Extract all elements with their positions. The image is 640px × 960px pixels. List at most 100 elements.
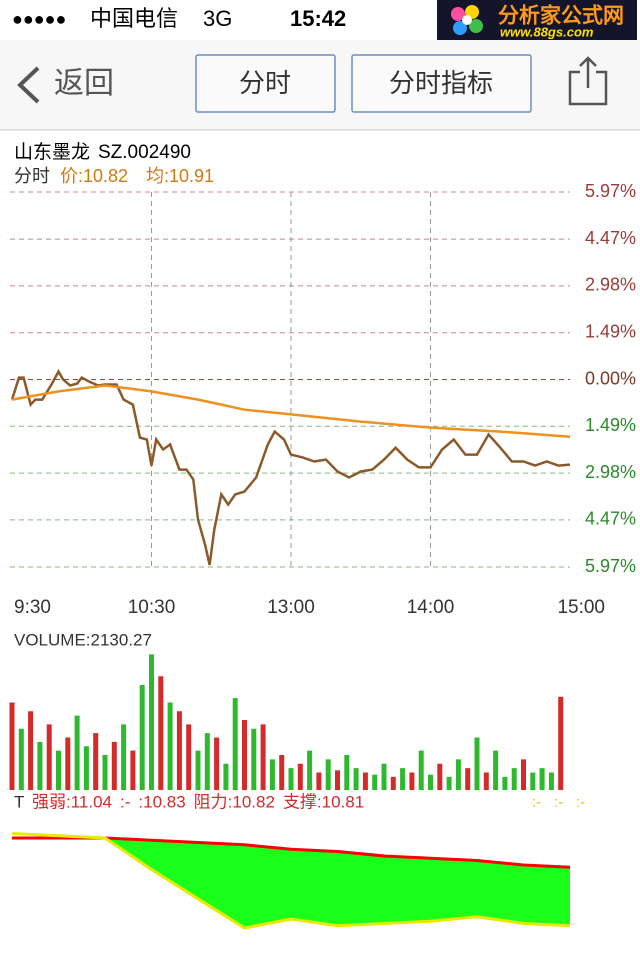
volume-bar: [74, 715, 80, 790]
volume-bar: [149, 654, 154, 790]
indicator-fill: [12, 838, 570, 928]
tab-label[interactable]: 分时: [239, 68, 291, 98]
volume-bar: [9, 702, 15, 790]
y-tick-label: 1.49%: [585, 415, 636, 435]
y-tick-label: 5.97%: [585, 556, 636, 576]
volume-bar: [232, 698, 238, 790]
volume-bar: [93, 733, 99, 790]
volume-bar: [204, 733, 210, 790]
avg-label: 均:10.91: [146, 166, 214, 186]
volume-bar: [511, 768, 517, 790]
network: 3G: [203, 6, 232, 31]
indicator-label: 强弱:11.04: [32, 792, 112, 811]
indicator-label: 阻力:10.82: [194, 792, 275, 811]
volume-bar: [56, 750, 61, 790]
volume-bar: [474, 737, 480, 790]
volume-bar: [335, 770, 340, 790]
volume-bar: [502, 776, 508, 790]
volume-bar: [242, 720, 247, 790]
volume-bar: [18, 728, 24, 790]
logo: 分析家公式网 www.88gs.com: [437, 0, 637, 40]
y-tick-label: 4.47%: [585, 509, 636, 529]
indicator-label: :-: [532, 794, 541, 811]
tab[interactable]: 分时指标: [351, 54, 532, 113]
volume-bar: [121, 724, 127, 790]
volume-bar: [316, 772, 322, 790]
volume-bar: [521, 759, 526, 790]
volume-bar: [455, 759, 461, 790]
volume-bar: [344, 755, 350, 790]
volume-bar: [465, 768, 471, 790]
volume-bar: [102, 755, 108, 790]
volume-bar: [167, 702, 173, 790]
volume-bar: [176, 711, 182, 790]
volume-bar: [46, 724, 52, 790]
indicator-label: :-: [576, 794, 585, 811]
back-label[interactable]: 返回: [54, 67, 114, 100]
volume-bar: [400, 768, 406, 790]
volume-bar: [372, 774, 378, 790]
volume-bar: [307, 750, 313, 790]
stock-name: 山东墨龙: [14, 141, 90, 163]
logo-url: www.88gs.com: [500, 24, 594, 39]
volume-bar: [353, 768, 359, 790]
volume-bar: [195, 750, 201, 790]
volume-bar: [297, 763, 303, 790]
volume-bar: [409, 772, 415, 790]
y-tick-label: 2.98%: [585, 462, 636, 482]
volume-bar: [158, 676, 164, 790]
indicator-label: :10.83: [138, 792, 185, 811]
volume-bar: [381, 763, 387, 790]
volume-bar: [362, 772, 368, 790]
share-button[interactable]: [568, 56, 608, 106]
volume-bar: [130, 750, 136, 790]
volume-bar: [139, 685, 145, 790]
volume-bar: [251, 728, 257, 790]
volume-bar: [260, 724, 266, 790]
volume-bar: [223, 763, 229, 790]
volume-bar: [83, 746, 89, 790]
volume-bar: [493, 750, 499, 790]
signal: ●●●●●: [12, 9, 66, 29]
tab[interactable]: 分时: [195, 54, 336, 113]
clock: 15:42: [290, 6, 346, 31]
volume-bar: [269, 759, 275, 790]
volume-bar: [558, 696, 564, 790]
volume-bar: [390, 776, 396, 790]
y-tick-label: 5.97%: [585, 181, 636, 201]
x-tick-label: 15:00: [557, 597, 605, 618]
volume-bar: [288, 768, 294, 790]
x-tick-label: 14:00: [407, 597, 455, 618]
x-tick-label: 10:30: [128, 597, 176, 618]
volume-bar: [111, 741, 117, 790]
price-line: [11, 384, 571, 438]
indicator-line: [11, 832, 571, 930]
y-tick-label: 4.47%: [585, 228, 636, 248]
volume-title: VOLUME:2130.27: [14, 630, 152, 649]
volume-bar: [214, 737, 220, 790]
indicator-label: :-: [120, 792, 130, 811]
price-label: 价:10.82: [60, 166, 128, 186]
volume-bar: [37, 741, 43, 790]
volume-bar: [65, 737, 71, 790]
indicator-title: T: [14, 792, 24, 811]
volume-bar: [428, 774, 433, 790]
volume-bar: [325, 759, 331, 790]
tab-label[interactable]: 分时指标: [389, 68, 493, 98]
volume-bar: [446, 776, 452, 790]
logo-title: 分析家公式网: [498, 4, 624, 28]
x-tick-label: 9:30: [14, 597, 51, 618]
volume-bar: [539, 768, 545, 790]
y-tick-label: 1.49%: [585, 321, 636, 341]
x-tick-label: 13:00: [267, 597, 315, 618]
carrier: 中国电信: [90, 6, 178, 31]
price-line: [10, 369, 571, 566]
volume-bar: [186, 724, 192, 790]
y-tick-label: 2.98%: [585, 275, 636, 295]
stock-code: SZ.002490: [98, 142, 191, 163]
mode: 分时: [14, 166, 50, 186]
back-button[interactable]: 返回: [17, 66, 114, 104]
y-tick-label: 0.00%: [585, 368, 636, 388]
indicator-label: :-: [554, 794, 563, 811]
